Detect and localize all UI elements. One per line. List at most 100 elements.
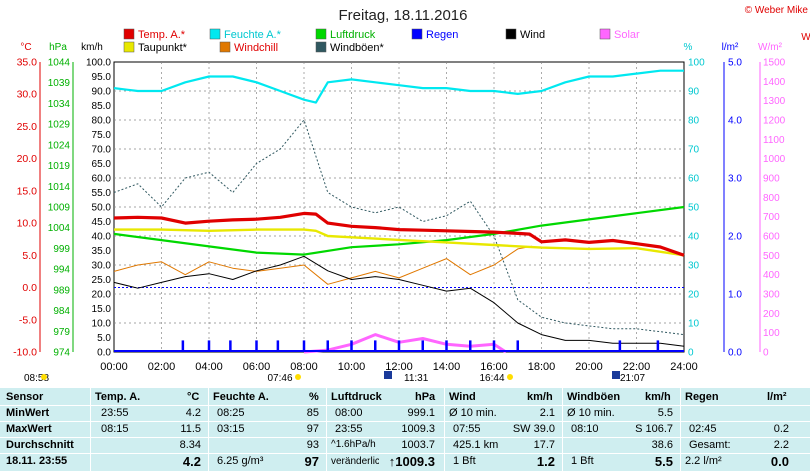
wind-tick-label: 30.0 [92,261,112,272]
gust-max-value: S 106.7 [635,423,673,435]
wind-tick-label: 65.0 [92,159,112,170]
sun-moon-time: 08:58 [24,373,49,384]
x-tick-label: 20:00 [575,361,603,373]
temp-tick-label: 30.0 [17,89,38,101]
solar-tick-label: 300 [763,290,780,301]
legend-swatch [219,41,231,53]
temp-tick-label: 10.0 [17,218,38,230]
axis-unit-label: km/h [81,42,103,53]
pressure-tick-label: 979 [53,327,70,338]
rain-tick-label: 2.0 [728,232,742,243]
gust-current-value: 5.5 [654,454,673,469]
x-tick-label: 00:00 [100,361,128,373]
rain-total-value: 2.2 [773,439,789,451]
grid [114,62,684,352]
press-current-value: ↑1009.3 [388,454,435,469]
hdr-wind: Wind [449,391,476,403]
x-tick-label: 12:00 [385,361,413,373]
sun-icon [295,374,301,380]
legend-swatch [315,28,327,40]
press-max-value: 1009.3 [401,423,435,435]
rain-tick-label: 0.0 [728,348,742,359]
hum-min-time: 08:25 [217,407,245,419]
pressure-tick-label: 999 [53,244,70,255]
legend-label: Taupunkt* [138,42,188,54]
hdr-wind-unit: km/h [527,391,553,403]
temp-min-value: 4.2 [185,407,201,419]
rain-tick-label: 3.0 [728,174,742,185]
row-label-min: MinWert [6,407,50,419]
axis-unit-label: W/m² [758,42,783,53]
solar-tick-label: 500 [763,251,780,262]
humidity-tick-label: 40 [688,232,700,243]
hdr-pressure-unit: hPa [415,391,436,403]
wind-tick-label: 60.0 [92,174,112,185]
row-label-avg: Durchschnitt [6,439,74,451]
legend-label: Luftdruck [330,29,376,41]
wind-tick-label: 50.0 [92,203,112,214]
pressure-tick-label: 1009 [48,203,71,214]
humidity-tick-label: 70 [688,145,700,156]
wind-tick-label: 45.0 [92,217,112,228]
pressure-tick-label: 984 [53,306,70,317]
humidity-tick-label: 20 [688,290,700,301]
humidity-tick-label: 60 [688,174,700,185]
sun-icon [507,374,513,380]
hum-max-time: 03:15 [217,423,245,435]
series-line-luftdruck [113,205,685,256]
copyright-label: © Weber Mike [745,5,809,16]
hum-abs-value: 6.25 g/m³ [217,455,264,467]
series-lines [113,69,685,354]
temp-tick-label: 35.0 [17,57,38,69]
axis-unit-label: °C [20,42,31,53]
sun-moon-time: 16:44 [479,373,504,384]
pressure-tick-label: 1019 [48,161,71,172]
humidity-tick-label: 100 [688,58,705,69]
press-min-value: 999.1 [407,407,435,419]
wind-tick-label: 10.0 [92,319,112,330]
hum-min-value: 85 [306,407,319,419]
temp-tick-label: -5.0 [19,314,37,326]
humidity-tick-label: 80 [688,116,700,127]
axis-units: °C hPa km/h% l/m² W/m² W [20,32,810,53]
legend-swatch [209,28,221,40]
temp-current-value: 4.2 [182,454,201,469]
series-line-windb-en [113,119,685,336]
wind-tick-label: 85.0 [92,101,112,112]
legend-label: Temp. A.* [138,29,186,41]
solar-tick-label: 1200 [763,116,786,127]
pressure-tick-label: 989 [53,285,70,296]
solar-tick-label: 1100 [763,135,785,146]
rain-tick-label: 4.0 [728,116,742,127]
press-max-time: 23:55 [335,423,363,435]
wind-tick-label: 95.0 [92,72,112,83]
temp-tick-label: -10.0 [13,347,37,359]
wind-tick-label: 0.0 [97,348,111,359]
rain-tick-label: 5.0 [728,58,742,69]
humidity-tick-label: 10 [688,319,700,330]
weather-chart: Freitag, 18.11.2016 © Weber Mike Temp. A… [13,5,810,384]
wind-tick-label: 55.0 [92,188,112,199]
wind-tick-label: 15.0 [92,304,112,315]
wind-tick-label: 80.0 [92,116,112,127]
press-tendency: veränderlich [331,456,379,467]
legend-swatch [411,28,423,40]
wind-bft: 1 Bft [453,455,476,467]
solar-tick-label: 1500 [763,58,786,69]
wind-tick-label: 75.0 [92,130,112,141]
rain-max-value: 0.2 [773,423,789,435]
gust-avg-value: 38.6 [651,439,673,451]
chart-title: Freitag, 18.11.2016 [339,7,468,24]
axis-unit-label: l/m² [722,42,739,53]
x-tick-label: 16:00 [480,361,508,373]
legend-swatch [505,28,517,40]
solar-tick-label: 400 [763,270,780,281]
temp-min-time: 23:55 [101,407,129,419]
wind-tick-label: 35.0 [92,246,112,257]
solar-tick-label: 1000 [763,154,786,165]
humidity-tick-label: 90 [688,87,700,98]
row-label-max: MaxWert [6,423,52,435]
sun-icon [41,374,47,380]
wind-tick-label: 20.0 [92,290,112,301]
hdr-temp-unit: °C [187,391,200,403]
